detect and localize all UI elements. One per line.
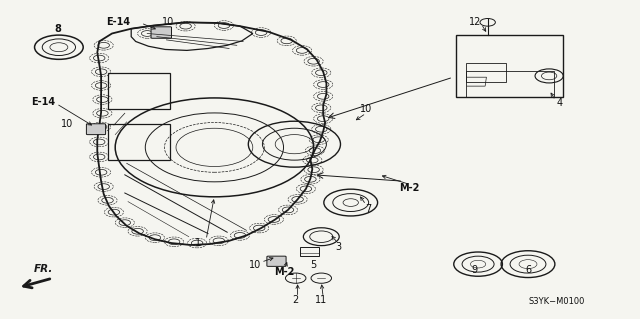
Text: 6: 6 <box>525 264 531 275</box>
Text: 7: 7 <box>365 204 371 214</box>
Text: 4: 4 <box>557 98 563 108</box>
Text: 10: 10 <box>161 17 174 27</box>
Text: 5: 5 <box>310 260 317 271</box>
Text: M-2: M-2 <box>275 267 295 277</box>
Text: 2: 2 <box>292 295 299 306</box>
Text: S3YK−M0100: S3YK−M0100 <box>529 297 585 306</box>
FancyBboxPatch shape <box>151 27 172 38</box>
Text: 3: 3 <box>335 242 341 252</box>
Text: 10: 10 <box>360 104 372 114</box>
Text: 12: 12 <box>468 17 481 27</box>
Text: FR.: FR. <box>34 264 53 274</box>
Text: E-14: E-14 <box>106 17 131 27</box>
FancyBboxPatch shape <box>267 256 286 266</box>
Text: 11: 11 <box>315 295 328 306</box>
Text: M-2: M-2 <box>399 183 420 193</box>
Text: 9: 9 <box>472 264 478 275</box>
Text: 8: 8 <box>54 24 61 34</box>
Text: 1: 1 <box>195 238 202 248</box>
Text: 10: 10 <box>61 119 74 130</box>
Text: E-14: E-14 <box>31 97 56 107</box>
FancyBboxPatch shape <box>86 124 106 135</box>
Text: 10: 10 <box>248 260 261 271</box>
